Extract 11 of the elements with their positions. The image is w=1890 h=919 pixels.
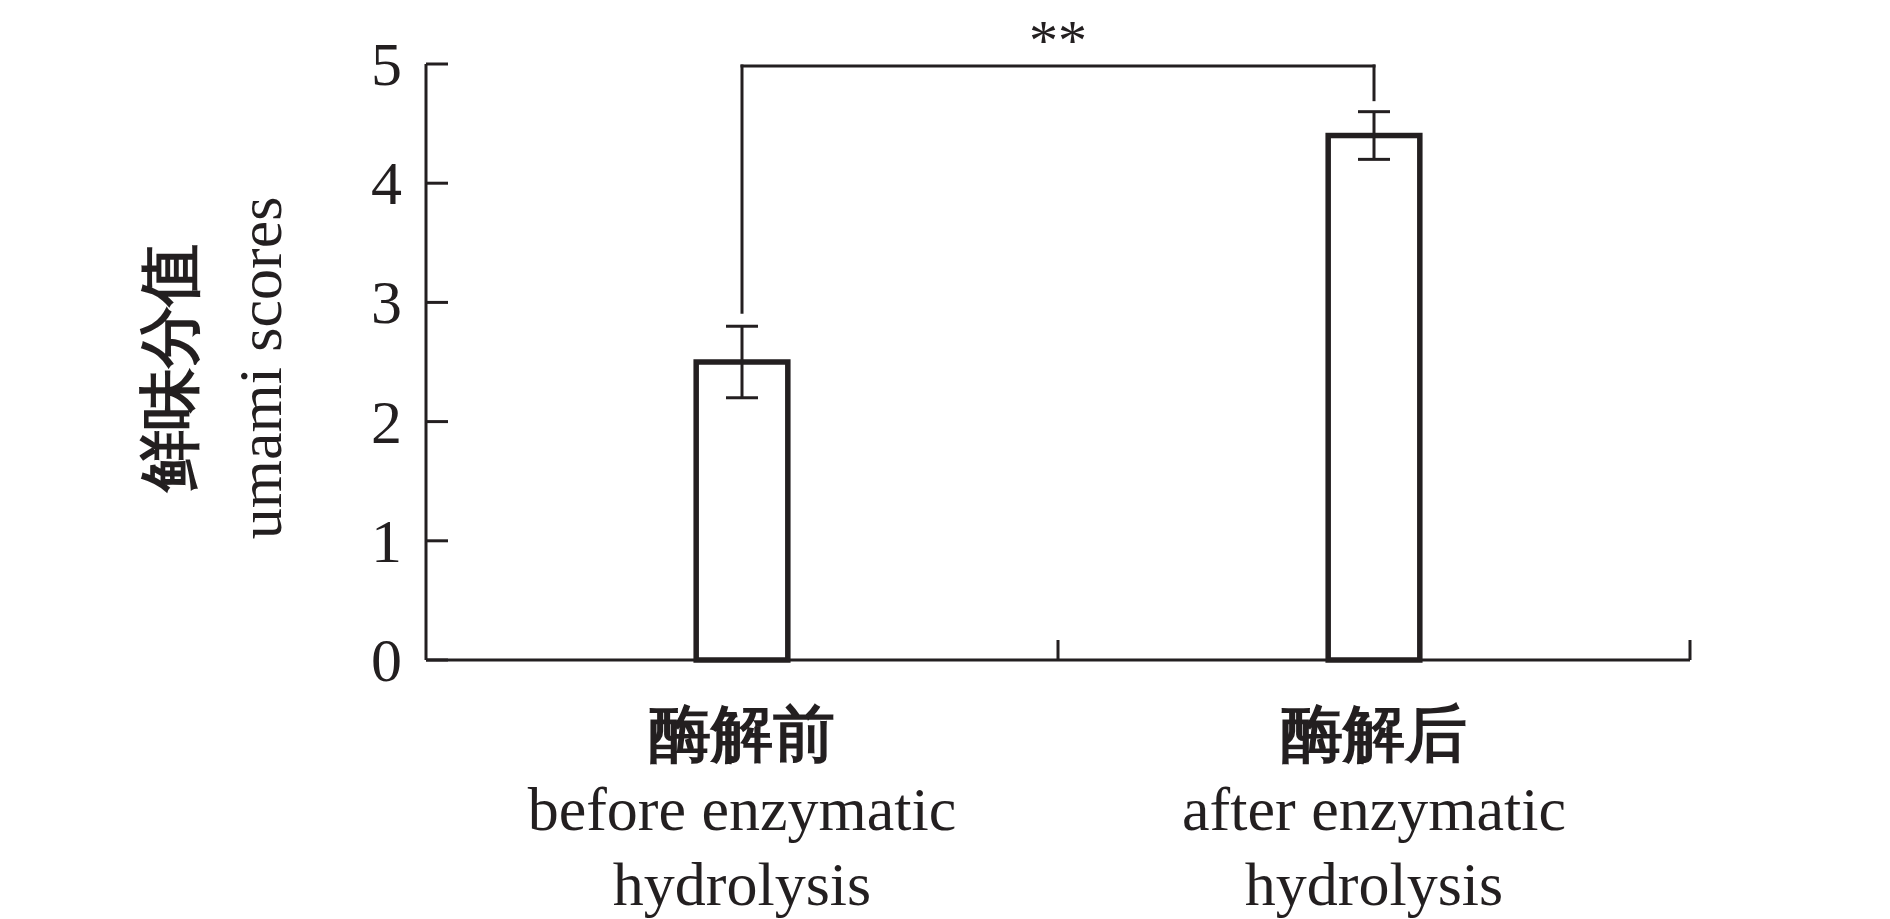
significance-annotation: ** <box>740 8 1376 314</box>
y-axis-title: 鲜味分值 umami scores <box>136 196 294 540</box>
y-tick-label: 3 <box>371 268 402 337</box>
y-tick-label: 2 <box>371 387 402 456</box>
x-category-label: 酶解前 before enzymatic hydrolysis <box>527 700 957 918</box>
y-tick-label: 5 <box>371 30 402 98</box>
annotation: ** <box>1029 8 1087 73</box>
x-category-label: 酶解后 after enzymatic hydrolysis <box>1182 700 1566 918</box>
y-tick-label: 4 <box>371 149 402 218</box>
y-tick-label: 0 <box>371 626 402 694</box>
y-tick-label: 1 <box>371 506 402 575</box>
